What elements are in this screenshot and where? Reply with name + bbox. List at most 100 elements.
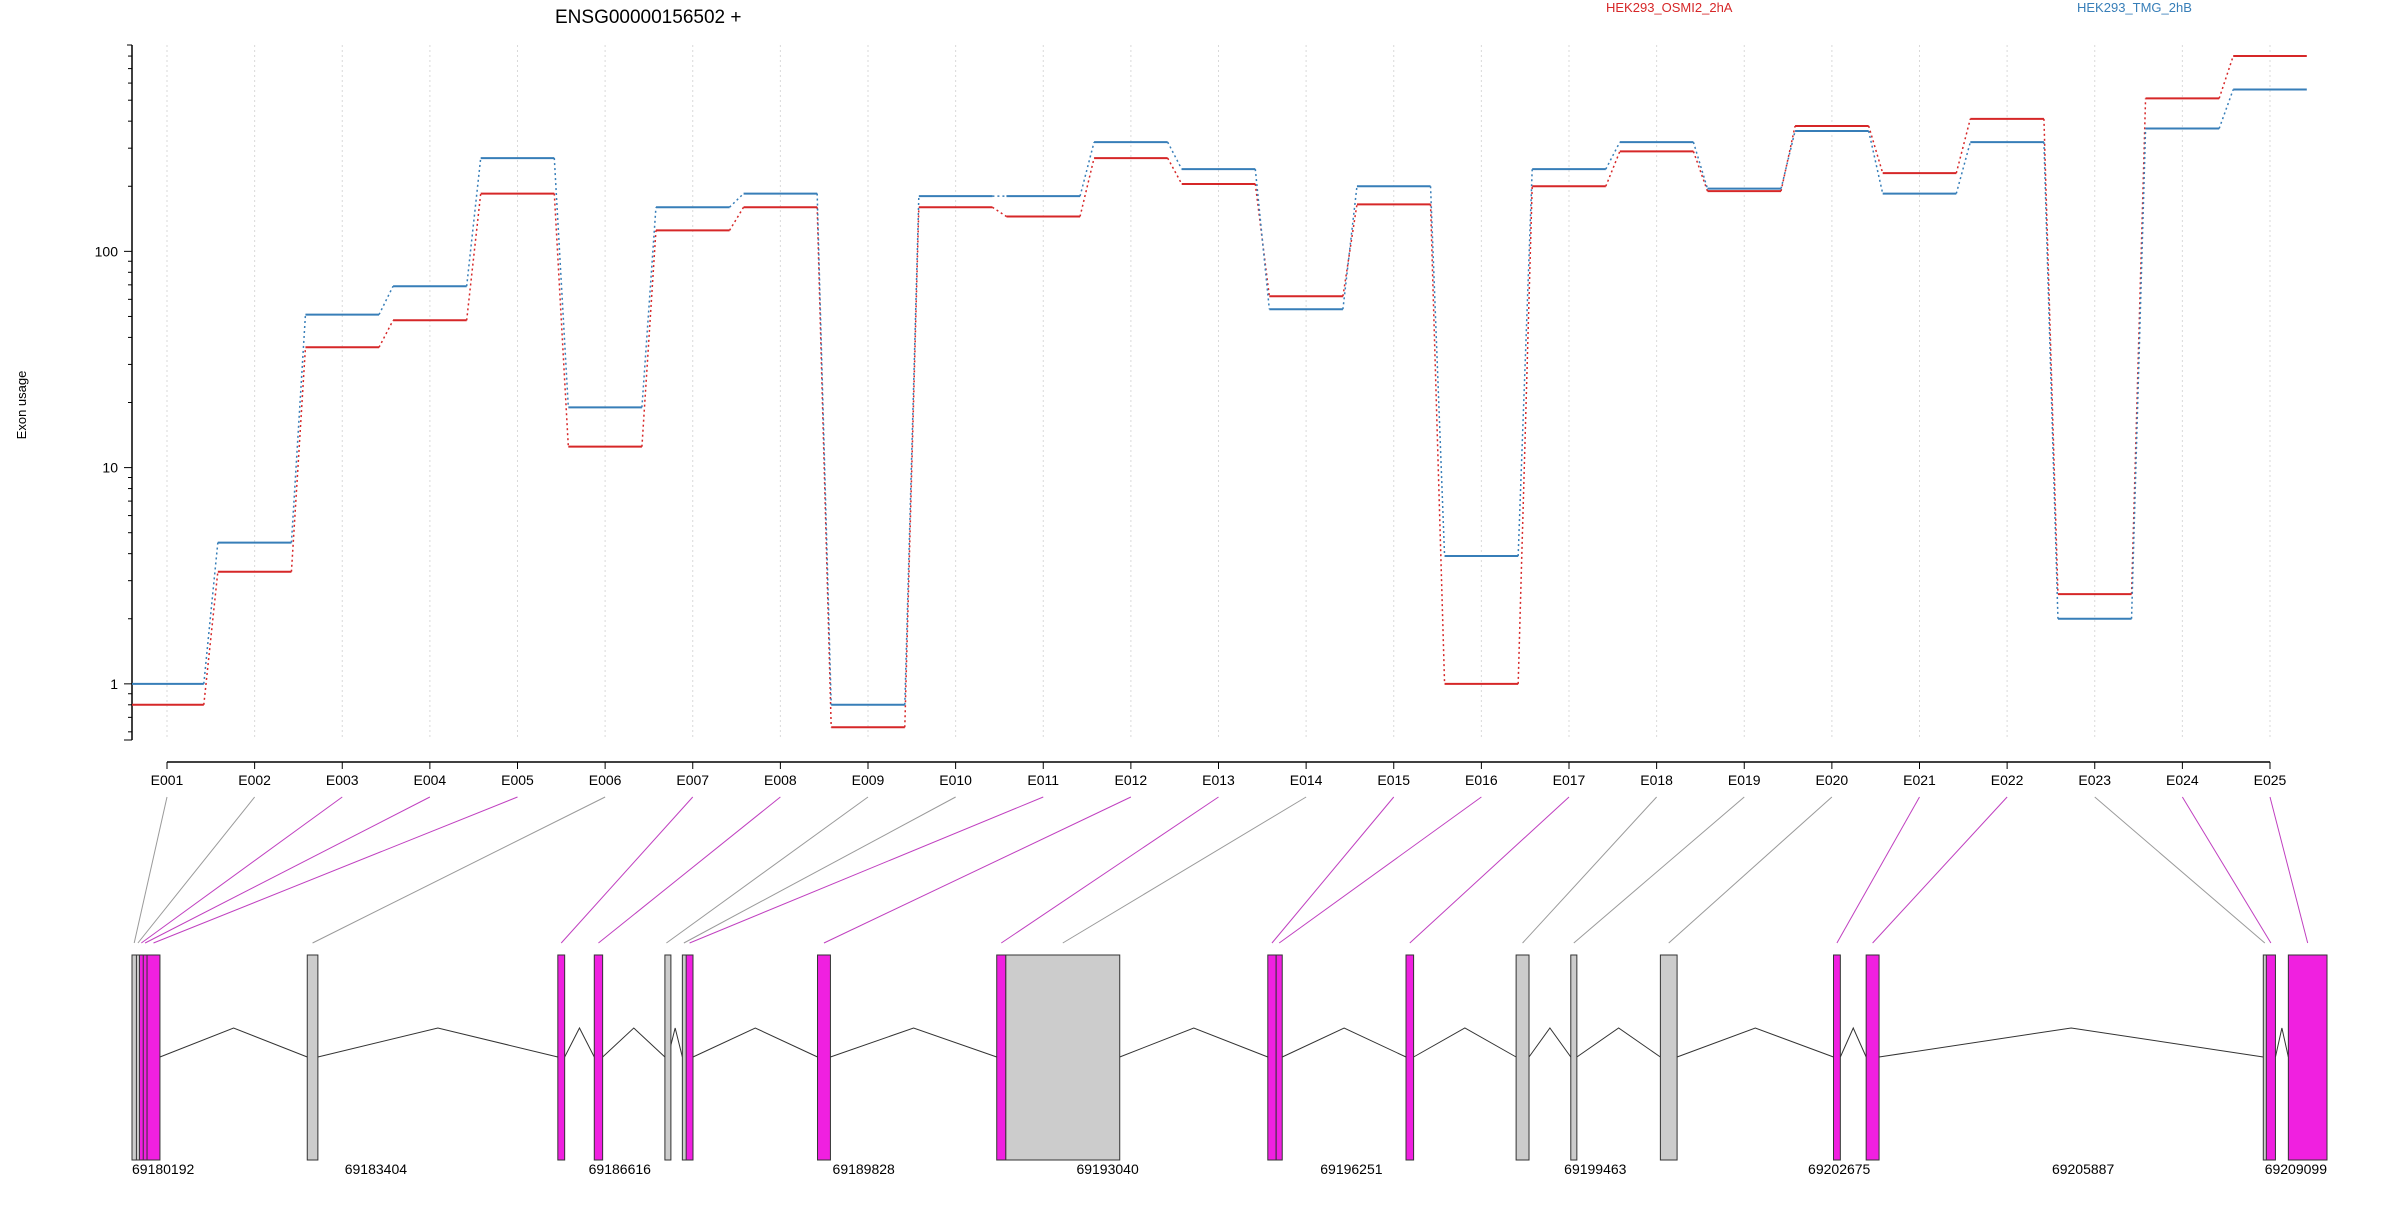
exon-box-E016 xyxy=(1275,954,1283,1161)
series-2-connector xyxy=(816,193,832,705)
coordinate-label: 69193040 xyxy=(1076,1161,1139,1177)
x-tick-label-E022: E022 xyxy=(1991,772,2024,788)
x-tick-label-E004: E004 xyxy=(414,772,447,788)
x-tick-label-E009: E009 xyxy=(852,772,885,788)
connector-E025 xyxy=(2269,796,2309,944)
connector-E003 xyxy=(141,796,343,944)
series-1-connector xyxy=(1867,125,1884,174)
legend-series-2-label: HEK293_TMG_2hB xyxy=(2077,0,2192,15)
x-tick-label-E003: E003 xyxy=(326,772,359,788)
axes: 1 10 100 E001 E002 E003 E004 E005 E006 E007 E008 E0… xyxy=(95,44,2287,788)
exon-box-E018 xyxy=(1515,954,1530,1161)
x-tick-label-E002: E002 xyxy=(238,772,271,788)
x-tick-label-E015: E015 xyxy=(1377,772,1410,788)
series-2-connector xyxy=(1955,141,1972,194)
x-tick-label-E021: E021 xyxy=(1903,772,1936,788)
series-2-connector xyxy=(1692,141,1709,189)
series-2-connector xyxy=(1517,169,1533,557)
data-series xyxy=(132,55,2307,729)
series-1-connector xyxy=(1342,204,1358,297)
exon-box-E006 xyxy=(306,954,319,1161)
connector-E017 xyxy=(1409,796,1570,944)
intron-line xyxy=(317,1027,558,1058)
series-1-connector xyxy=(465,193,482,321)
intron-line xyxy=(1413,1027,1517,1058)
exon-box-E013 xyxy=(996,954,1007,1161)
series-2-connector xyxy=(1167,141,1183,170)
series-2-connector xyxy=(1605,141,1621,170)
intron-line xyxy=(1878,1027,2264,1058)
connector-E010 xyxy=(683,796,956,944)
connector-E023 xyxy=(2094,796,2266,944)
series-2-connector xyxy=(465,157,482,287)
series-1-connector xyxy=(1429,204,1446,684)
series-1-connector xyxy=(290,347,307,572)
x-tick-label-E011: E011 xyxy=(1027,772,1059,788)
series-2-connector xyxy=(203,542,219,684)
x-tick-label-E014: E014 xyxy=(1290,772,1323,788)
coordinate-label: 69186616 xyxy=(589,1161,652,1177)
connector-E014 xyxy=(1062,796,1307,944)
connector-E024 xyxy=(2181,796,2272,944)
connector-E008 xyxy=(598,796,781,944)
connector-E022 xyxy=(1872,796,2008,944)
x-tick-label-E008: E008 xyxy=(764,772,797,788)
exon-box-E021 xyxy=(1833,954,1841,1161)
intron-line xyxy=(1676,1027,1834,1058)
series-1-connector xyxy=(2218,55,2234,99)
exon-box-E022 xyxy=(1865,954,1880,1161)
coordinate-label: 69183404 xyxy=(345,1161,408,1177)
connector-E004 xyxy=(144,796,431,944)
intron-line xyxy=(1576,1027,1661,1058)
connector-E019 xyxy=(1573,796,1745,944)
series-1-connector xyxy=(641,230,657,447)
intron-line xyxy=(2274,1027,2289,1058)
series-2-connector xyxy=(2218,89,2234,129)
x-tick-label-E024: E024 xyxy=(2166,772,2199,788)
coordinate-label: 69180192 xyxy=(132,1161,195,1177)
series-1-connector xyxy=(1167,157,1183,185)
series-2-connector xyxy=(553,158,570,408)
exon-box-E020 xyxy=(1659,954,1678,1161)
series-2-connector xyxy=(641,207,657,408)
y-tick-label: 100 xyxy=(95,243,119,259)
coordinate-label: 69202675 xyxy=(1808,1161,1871,1177)
exon-box-E014 xyxy=(1005,954,1121,1161)
series-1-connector xyxy=(992,206,1007,218)
exon-box-E008 xyxy=(593,954,604,1161)
intron-line xyxy=(159,1027,308,1058)
series-2-connector xyxy=(1429,186,1446,557)
connector-E016 xyxy=(1278,796,1482,944)
connector-E006 xyxy=(312,796,606,944)
series-1-connector xyxy=(1780,125,1796,192)
x-tick-label-E023: E023 xyxy=(2078,772,2111,788)
connector-E011 xyxy=(689,796,1044,944)
series-2-connector xyxy=(290,314,307,543)
exon-box-E012 xyxy=(817,954,831,1161)
coordinate-label: 69199463 xyxy=(1564,1161,1627,1177)
connector-E013 xyxy=(1001,796,1219,944)
connector-E009 xyxy=(666,796,869,944)
x-tick-label-E006: E006 xyxy=(589,772,622,788)
series-2-connector xyxy=(2130,128,2147,619)
intron-line xyxy=(602,1027,666,1058)
exon-box-E011 xyxy=(685,954,694,1161)
intron-line xyxy=(564,1026,595,1058)
connector-E007 xyxy=(560,796,694,944)
x-tick-label-E005: E005 xyxy=(501,772,534,788)
series-1-connector xyxy=(1692,151,1709,192)
exon-box-E009 xyxy=(664,954,672,1161)
x-tick-label-E019: E019 xyxy=(1728,772,1761,788)
series-1-connector xyxy=(378,319,394,348)
series-2-connector xyxy=(378,285,394,315)
series-1-connector xyxy=(728,206,745,231)
series-2-connector xyxy=(1254,169,1271,310)
series-1 xyxy=(132,55,2307,729)
series-1-connector xyxy=(1079,157,1095,217)
vertical-grid xyxy=(166,45,2271,740)
y-axis-label: Exon usage xyxy=(14,371,29,440)
series-1-connector xyxy=(553,193,570,447)
x-tick-label-E016: E016 xyxy=(1465,772,1498,788)
